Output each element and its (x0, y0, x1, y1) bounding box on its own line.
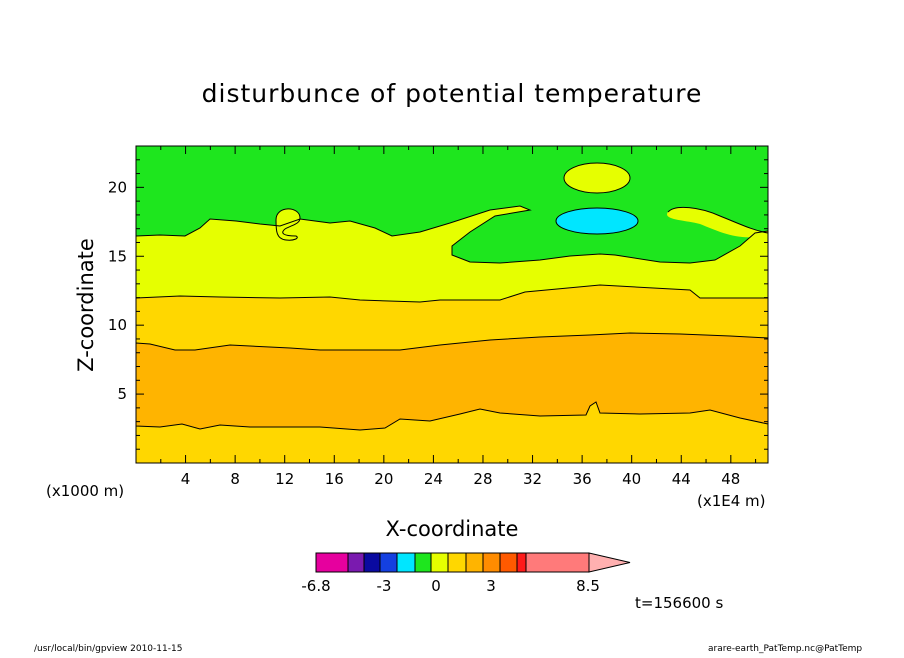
plot-area (135, 145, 769, 464)
contour-yellow-edge (135, 284, 768, 303)
contour-bump (275, 208, 301, 241)
time-label: t=156600 s (635, 594, 723, 612)
x-tick-label: 12 (275, 470, 294, 488)
colorbar: -6.8 -3 0 3 8.5 (301, 552, 631, 595)
x-tick-label: 44 (672, 470, 691, 488)
x-tick-label: 8 (230, 470, 240, 488)
colorbar-box (347, 552, 365, 573)
colorbar-box (363, 552, 381, 573)
colorbar-label: 8.5 (576, 577, 600, 595)
colorbar-box (525, 552, 590, 573)
x-tick-label: 24 (424, 470, 443, 488)
colorbar-box (379, 552, 398, 573)
field-region-yellow-right (667, 207, 768, 238)
colorbar-label: 0 (431, 577, 441, 595)
x-axis: 4 8 12 16 20 24 28 32 36 40 44 48 (160, 146, 757, 488)
y-unit-label: (x1000 m) (46, 482, 124, 500)
colorbar-box (430, 552, 449, 573)
contour-green-edge (135, 205, 769, 264)
x-tick-label: 4 (181, 470, 191, 488)
y-tick-label: 5 (117, 385, 127, 403)
field-region-cyan (555, 207, 639, 235)
colorbar-label: 3 (486, 577, 496, 595)
x-tick-label: 32 (523, 470, 542, 488)
x-tick-label: 20 (374, 470, 393, 488)
plot-frame (135, 145, 769, 464)
field-region-orange (135, 332, 769, 431)
x-axis-label: X-coordinate (386, 517, 519, 541)
colorbar-box (414, 552, 432, 573)
y-tick-label: 15 (108, 247, 127, 265)
colorbar-box (396, 552, 416, 573)
footer-left: /usr/local/bin/gpview 2010-11-15 (34, 644, 182, 654)
colorbar-label: -3 (377, 577, 392, 595)
y-tick-label: 20 (108, 178, 127, 196)
colorbar-box (465, 552, 484, 573)
x-tick-label: 40 (622, 470, 641, 488)
x-unit-label: (x1E4 m) (697, 492, 766, 510)
y-tick-label: 10 (108, 316, 127, 334)
colorbar-box (482, 552, 501, 573)
field-region-yellow-top (563, 162, 631, 194)
colorbar-box (315, 552, 349, 573)
contour-right (667, 206, 769, 234)
colorbar-box (447, 552, 467, 573)
colorbar-extend-arrow (588, 552, 631, 573)
x-tick-label: 16 (325, 470, 344, 488)
x-tick-label: 28 (473, 470, 492, 488)
colorbar-box (516, 552, 527, 573)
chart-title: disturbunce of potential temperature (202, 79, 703, 108)
colorbar-box (499, 552, 518, 573)
x-tick-label: 48 (721, 470, 740, 488)
y-axis-label: Z-coordinate (74, 238, 98, 372)
field-region-yellow-bump (276, 208, 300, 241)
footer-right: arare-earth_PatTemp.nc@PatTemp (708, 644, 862, 654)
x-tick-label: 36 (573, 470, 592, 488)
y-axis: 5 10 15 20 (108, 159, 768, 450)
colorbar-label: -6.8 (301, 577, 330, 595)
